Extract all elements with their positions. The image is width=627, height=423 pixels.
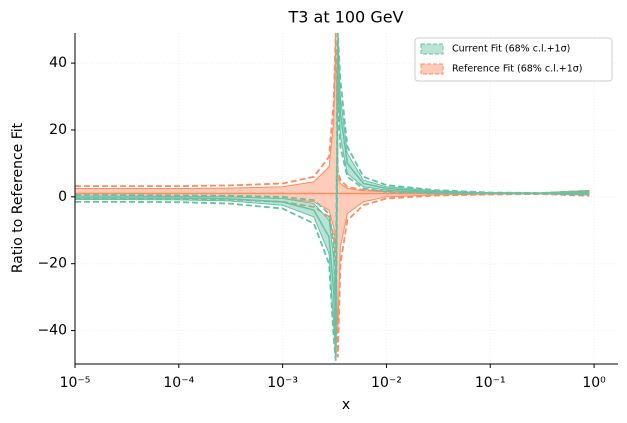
legend-label: Current Fit (68% c.l.+1σ): [452, 44, 570, 55]
y-tick-label: −40: [37, 323, 67, 339]
legend-box: [414, 37, 613, 82]
x-tick-label: 10⁰: [582, 375, 606, 391]
y-tick-label: 40: [49, 55, 67, 71]
y-axis-label: Ratio to Reference Fit: [10, 122, 26, 273]
x-tick-label: 10⁻⁴: [163, 375, 194, 391]
y-tick-label: −20: [37, 256, 67, 272]
sigma-line: [75, 33, 590, 298]
y-tick-label: 0: [58, 189, 67, 205]
central-line: [75, 46, 590, 358]
legend-swatch: [420, 43, 444, 55]
ticks: 10⁻⁵ 10⁻⁴ 10⁻³ 10⁻² 10⁻¹ 10⁰ −40 −20 0 20 40: [37, 55, 606, 391]
x-axis-label: x: [342, 397, 350, 413]
x-tick-label: 10⁻¹: [475, 375, 506, 391]
plot-area: [75, 33, 590, 361]
legend-swatch: [420, 63, 444, 75]
chart-title: T3 at 100 GeV: [287, 8, 403, 27]
x-tick-label: 10⁻⁵: [60, 375, 91, 391]
x-tick-label: 10⁻²: [371, 375, 402, 391]
legend: Current Fit (68% c.l.+1σ) Reference Fit (…: [414, 37, 613, 82]
band: [75, 36, 590, 331]
legend-label: Reference Fit (68% c.l.+1σ): [452, 64, 583, 75]
x-tick-label: 10⁻³: [267, 375, 298, 391]
y-tick-label: 20: [49, 122, 67, 138]
